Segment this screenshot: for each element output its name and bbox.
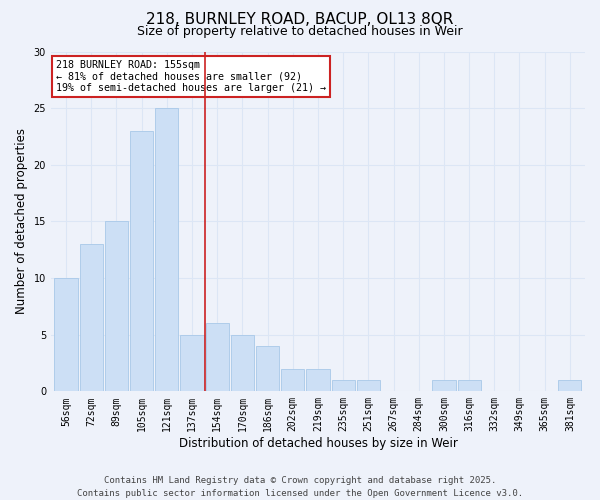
Bar (433, 380, 455, 392)
Bar (307, 368, 329, 392)
Text: 218, BURNLEY ROAD, BACUP, OL13 8QR: 218, BURNLEY ROAD, BACUP, OL13 8QR (146, 12, 454, 28)
Text: Contains HM Land Registry data © Crown copyright and database right 2025.
Contai: Contains HM Land Registry data © Crown c… (77, 476, 523, 498)
Y-axis label: Number of detached properties: Number of detached properties (15, 128, 28, 314)
Text: 218 BURNLEY ROAD: 155sqm
← 81% of detached houses are smaller (92)
19% of semi-d: 218 BURNLEY ROAD: 155sqm ← 81% of detach… (56, 60, 326, 93)
Bar (357, 380, 380, 392)
Bar (281, 368, 304, 392)
Bar (206, 324, 229, 392)
Bar (155, 108, 178, 392)
Bar (256, 346, 279, 392)
Bar (105, 222, 128, 392)
Bar (80, 244, 103, 392)
Bar (231, 334, 254, 392)
Bar (55, 278, 77, 392)
Bar (458, 380, 481, 392)
Bar (130, 131, 153, 392)
Bar (558, 380, 581, 392)
Text: Size of property relative to detached houses in Weir: Size of property relative to detached ho… (137, 25, 463, 38)
X-axis label: Distribution of detached houses by size in Weir: Distribution of detached houses by size … (179, 437, 457, 450)
Bar (332, 380, 355, 392)
Bar (181, 334, 203, 392)
